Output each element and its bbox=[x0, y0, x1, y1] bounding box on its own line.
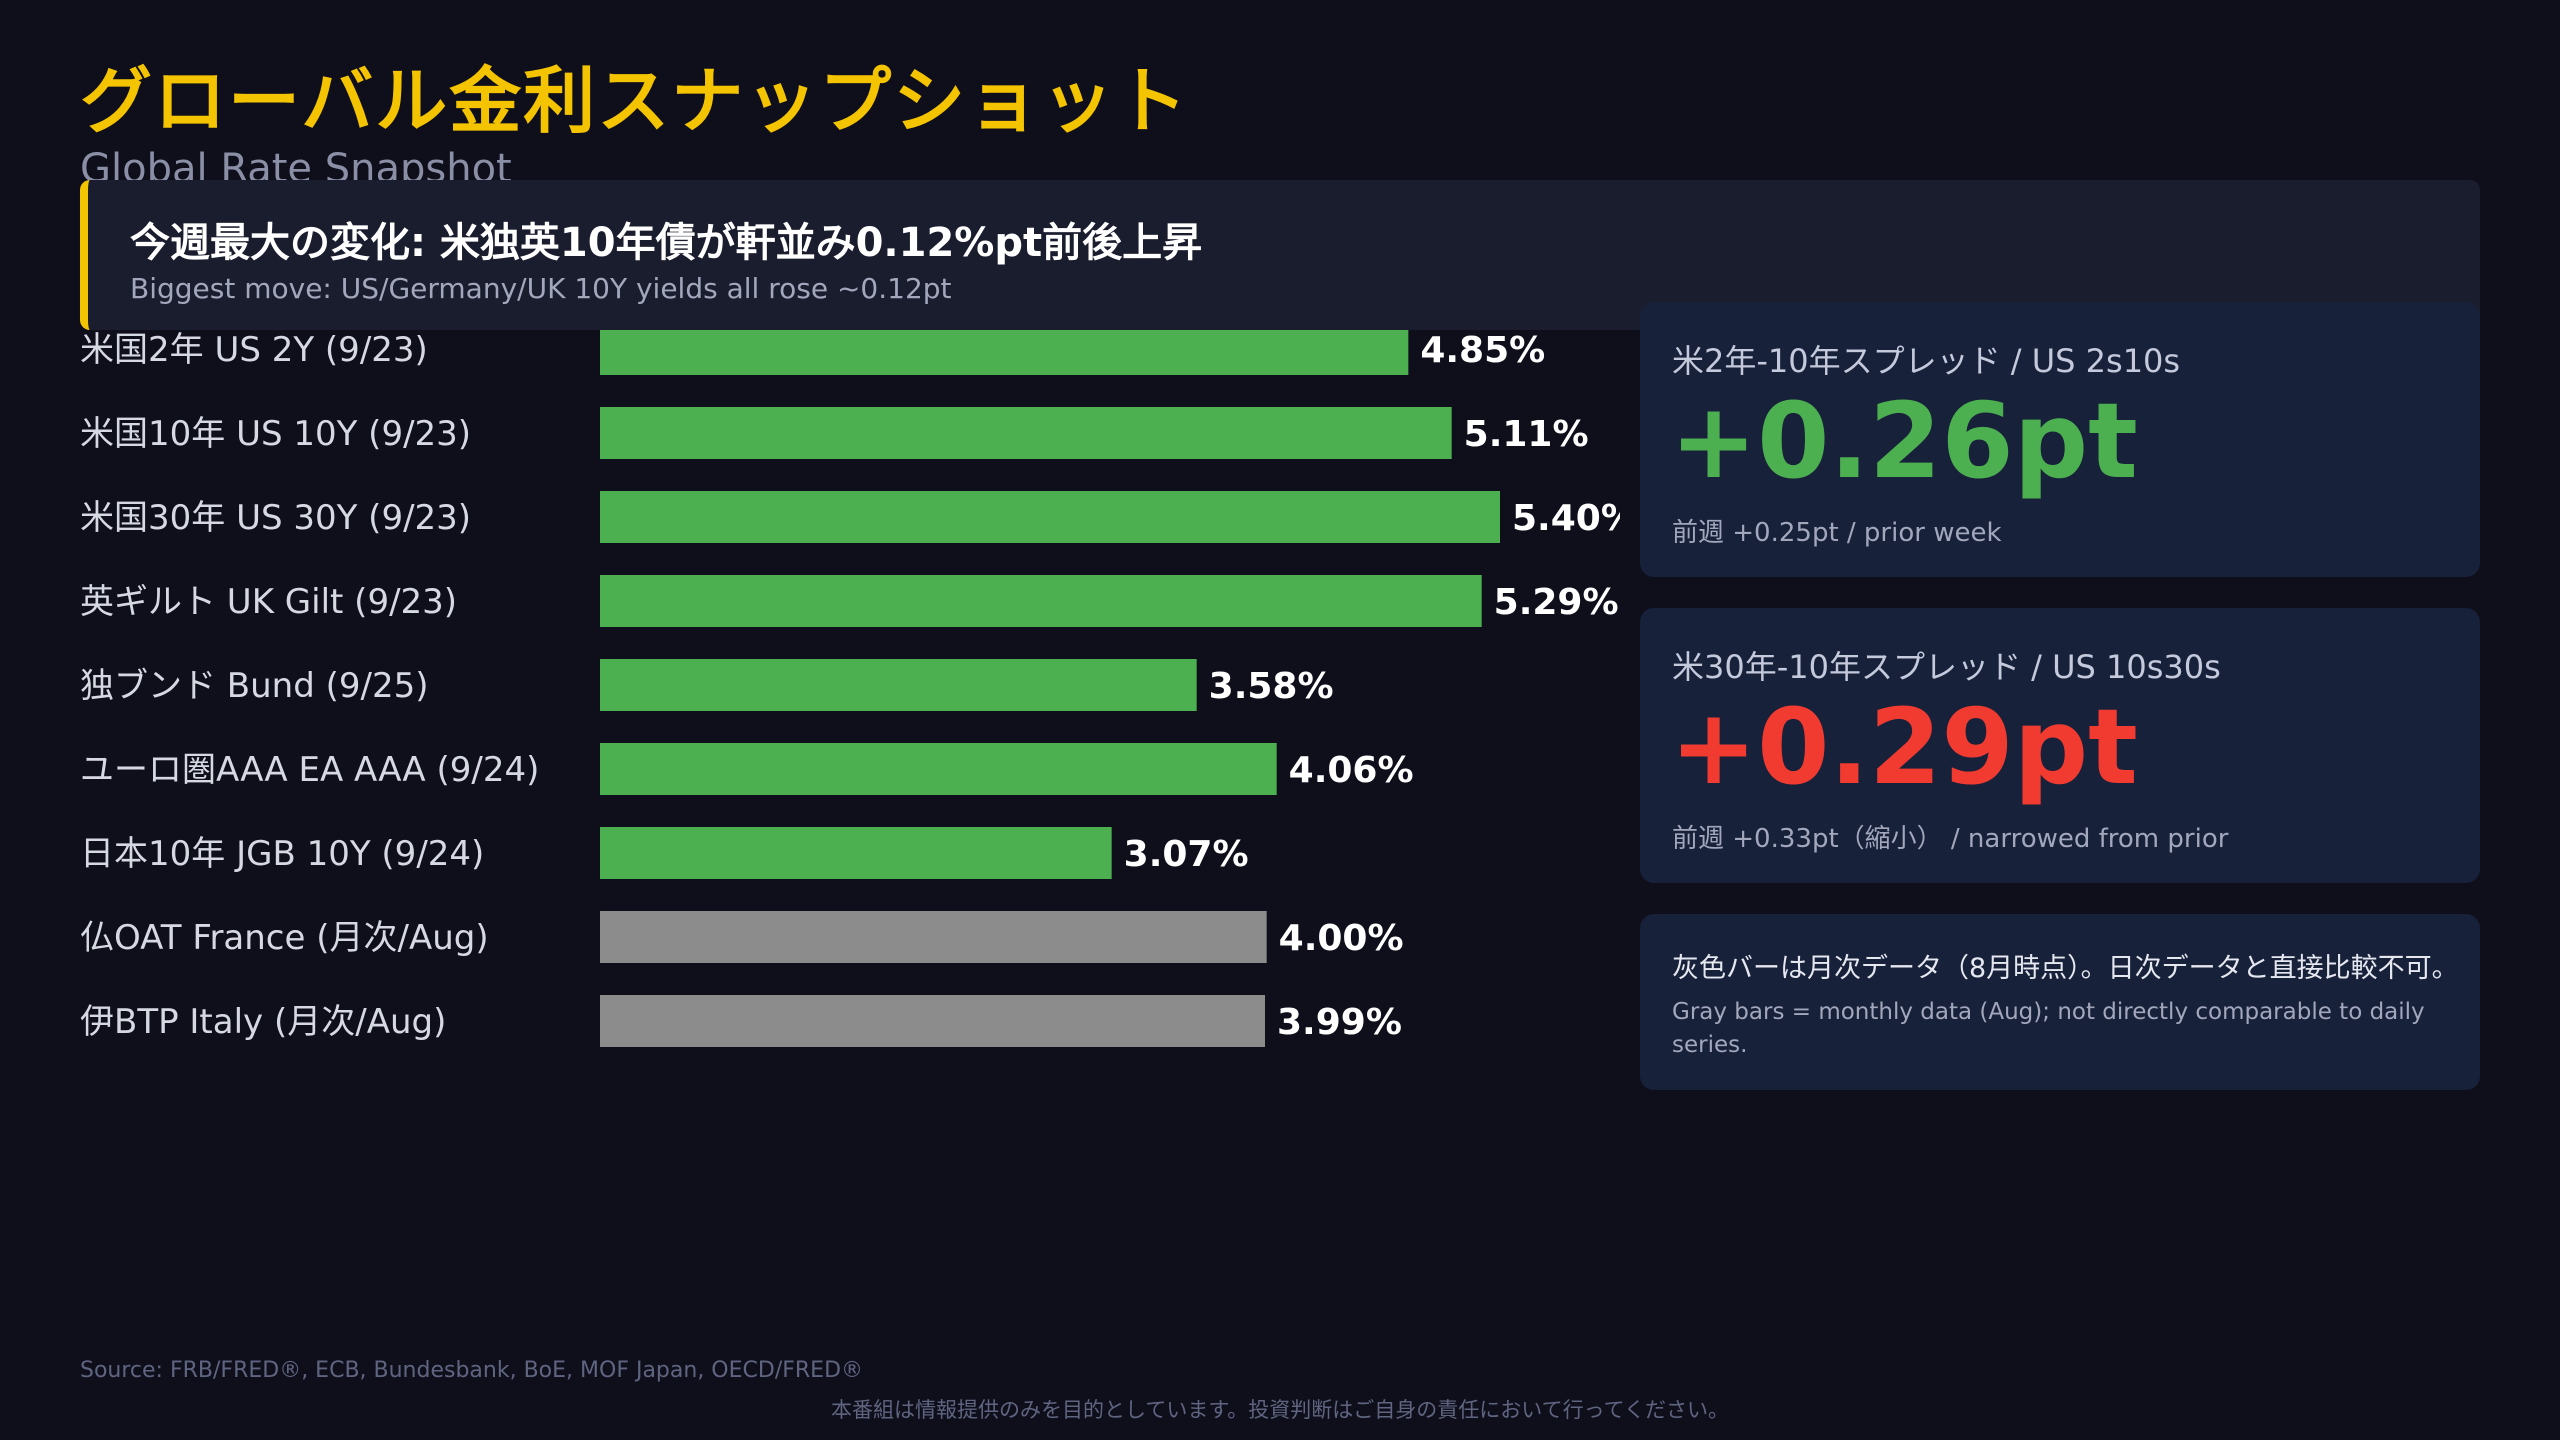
bar-value-label: 3.99% bbox=[1277, 1002, 1402, 1043]
spread-10s30s-card: 米30年-10年スプレッド / US 10s30s +0.29pt 前週 +0.… bbox=[1640, 608, 2480, 883]
spread-2s10s-prior: 前週 +0.25pt / prior week bbox=[1672, 518, 2002, 548]
monthly-data-note-card: 灰色バーは月次データ（8月時点）。日次データと直接比較不可。 Gray bars… bbox=[1640, 914, 2480, 1090]
bar-value-label: 5.40% bbox=[1512, 498, 1620, 539]
bar bbox=[600, 659, 1197, 711]
bar bbox=[600, 407, 1452, 459]
category-label: ユーロ圏AAA EA AAA (9/24) bbox=[80, 750, 539, 790]
banner-subline: Biggest move: US/Germany/UK 10Y yields a… bbox=[130, 272, 952, 305]
category-label: 米国10年 US 10Y (9/23) bbox=[80, 414, 471, 454]
category-label: 伊BTP Italy (月次/Aug) bbox=[80, 1002, 446, 1042]
page-title: グローバル金利スナップショット bbox=[80, 59, 1190, 143]
bar bbox=[600, 827, 1112, 879]
spread-10s30s-prior: 前週 +0.33pt（縮小） / narrowed from prior bbox=[1672, 824, 2229, 854]
bar-value-label: 4.06% bbox=[1289, 750, 1414, 791]
note-sub-text: Gray bars = monthly data (Aug); not dire… bbox=[1672, 999, 2425, 1059]
category-label: 仏OAT France (月次/Aug) bbox=[80, 918, 489, 958]
bar bbox=[600, 995, 1265, 1047]
note-main-text: 灰色バーは月次データ（8月時点）。日次データと直接比較不可。 bbox=[1672, 953, 2459, 984]
bar bbox=[600, 323, 1409, 375]
bar-value-label: 3.07% bbox=[1124, 834, 1249, 875]
category-label: 独ブンド Bund (9/25) bbox=[80, 666, 429, 706]
category-label: 米国30年 US 30Y (9/23) bbox=[80, 498, 471, 538]
bar bbox=[600, 743, 1277, 795]
banner-headline: 今週最大の変化: 米独英10年債が軒並み0.12%pt前後上昇 bbox=[130, 220, 1203, 266]
category-label: 日本10年 JGB 10Y (9/24) bbox=[80, 834, 484, 874]
disclaimer: 本番組は情報提供のみを目的としています。投資判断はご自身の責任において行ってくだ… bbox=[831, 1398, 1729, 1422]
category-label: 米国2年 US 2Y (9/23) bbox=[80, 330, 428, 370]
category-label: 英ギルト UK Gilt (9/23) bbox=[80, 582, 457, 622]
source-note: Source: FRB/FRED®, ECB, Bundesbank, BoE,… bbox=[80, 1358, 864, 1383]
yield-bar-chart: 米国2年 US 2Y (9/23) 4.85% 米国10年 US 10Y (9/23… bbox=[0, 300, 1620, 1080]
bar bbox=[600, 575, 1482, 627]
spread-2s10s-value: +0.26pt bbox=[1670, 380, 2138, 502]
bar-value-label: 5.29% bbox=[1494, 582, 1619, 623]
bar bbox=[600, 491, 1500, 543]
bar-value-label: 3.58% bbox=[1209, 666, 1334, 707]
spread-2s10s-label: 米2年-10年スプレッド / US 2s10s bbox=[1672, 342, 2181, 380]
spread-10s30s-value: +0.29pt bbox=[1670, 686, 2138, 808]
spread-2s10s-card: 米2年-10年スプレッド / US 2s10s +0.26pt 前週 +0.25… bbox=[1640, 302, 2480, 577]
bar bbox=[600, 911, 1267, 963]
bar-value-label: 5.11% bbox=[1464, 414, 1589, 455]
spread-10s30s-label: 米30年-10年スプレッド / US 10s30s bbox=[1672, 648, 2221, 686]
bar-value-label: 4.00% bbox=[1279, 918, 1404, 959]
bar-value-label: 4.85% bbox=[1420, 330, 1545, 371]
